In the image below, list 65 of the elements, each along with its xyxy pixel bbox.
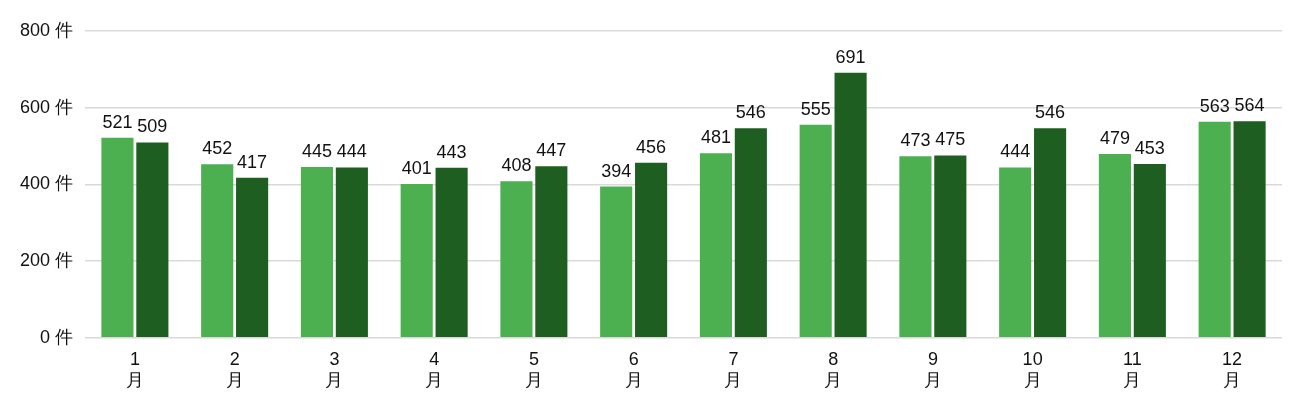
data-label: 546 <box>1035 102 1066 123</box>
x-tick-label: 5月 <box>524 348 543 391</box>
data-label: 408 <box>501 155 532 176</box>
data-label: 456 <box>636 136 667 157</box>
y-tick-label: 600 件 <box>19 96 74 117</box>
bar <box>834 72 867 338</box>
data-label: 521 <box>102 111 133 132</box>
data-label: 509 <box>137 116 168 137</box>
x-tick-label: 10月 <box>1022 348 1043 391</box>
x-tick-label: 1月 <box>125 348 144 391</box>
bar <box>500 181 533 338</box>
x-tick-label: 9月 <box>923 348 942 391</box>
y-tick-label: 200 件 <box>19 250 74 271</box>
data-label: 563 <box>1199 95 1230 116</box>
x-tick-label: 2月 <box>225 348 244 391</box>
data-label: 475 <box>935 129 966 150</box>
bar <box>1198 121 1231 338</box>
y-tick-label: 0 件 <box>40 326 74 347</box>
data-label: 443 <box>436 141 467 162</box>
bar <box>999 167 1032 338</box>
data-label: 453 <box>1134 137 1165 158</box>
x-tick-label: 4月 <box>425 348 444 391</box>
y-tick-label: 400 件 <box>19 173 74 194</box>
y-tick-label: 800 件 <box>19 19 74 40</box>
bar <box>699 153 732 338</box>
data-label: 481 <box>700 127 731 148</box>
bar <box>1233 121 1266 338</box>
data-label: 447 <box>536 140 567 161</box>
bar <box>300 167 334 338</box>
bar <box>435 167 468 338</box>
bar <box>734 128 767 338</box>
data-label: 445 <box>301 141 332 161</box>
data-label: 417 <box>237 151 268 172</box>
bar <box>635 162 668 338</box>
bar <box>899 156 932 338</box>
bar <box>600 186 633 338</box>
data-label: 691 <box>835 46 866 67</box>
data-label: 479 <box>1099 127 1130 148</box>
x-tick-label: 8月 <box>824 348 843 391</box>
data-label: 555 <box>800 98 831 119</box>
bar <box>535 166 568 338</box>
data-label: 473 <box>900 130 931 151</box>
x-tick-label: 6月 <box>624 348 643 391</box>
data-label: 401 <box>401 157 432 178</box>
x-tick-label: 7月 <box>724 348 743 391</box>
data-label: 394 <box>601 160 632 181</box>
data-label: 444 <box>1000 141 1031 162</box>
bar <box>236 177 269 338</box>
bar <box>400 183 433 338</box>
bar <box>335 167 368 338</box>
data-label: 452 <box>202 138 233 159</box>
bar <box>1133 163 1166 338</box>
bar <box>101 137 134 338</box>
bar <box>136 142 169 338</box>
x-tick-label: 12月 <box>1222 348 1243 391</box>
bar <box>201 164 234 338</box>
x-tick-label: 11月 <box>1123 348 1142 391</box>
bar <box>934 155 967 338</box>
bar <box>1034 128 1067 338</box>
data-label: 444 <box>336 141 367 162</box>
x-tick-label: 3月 <box>325 348 344 391</box>
data-label: 546 <box>735 102 766 123</box>
bar <box>1098 153 1131 338</box>
bar <box>799 124 832 338</box>
data-label: 564 <box>1234 95 1265 116</box>
